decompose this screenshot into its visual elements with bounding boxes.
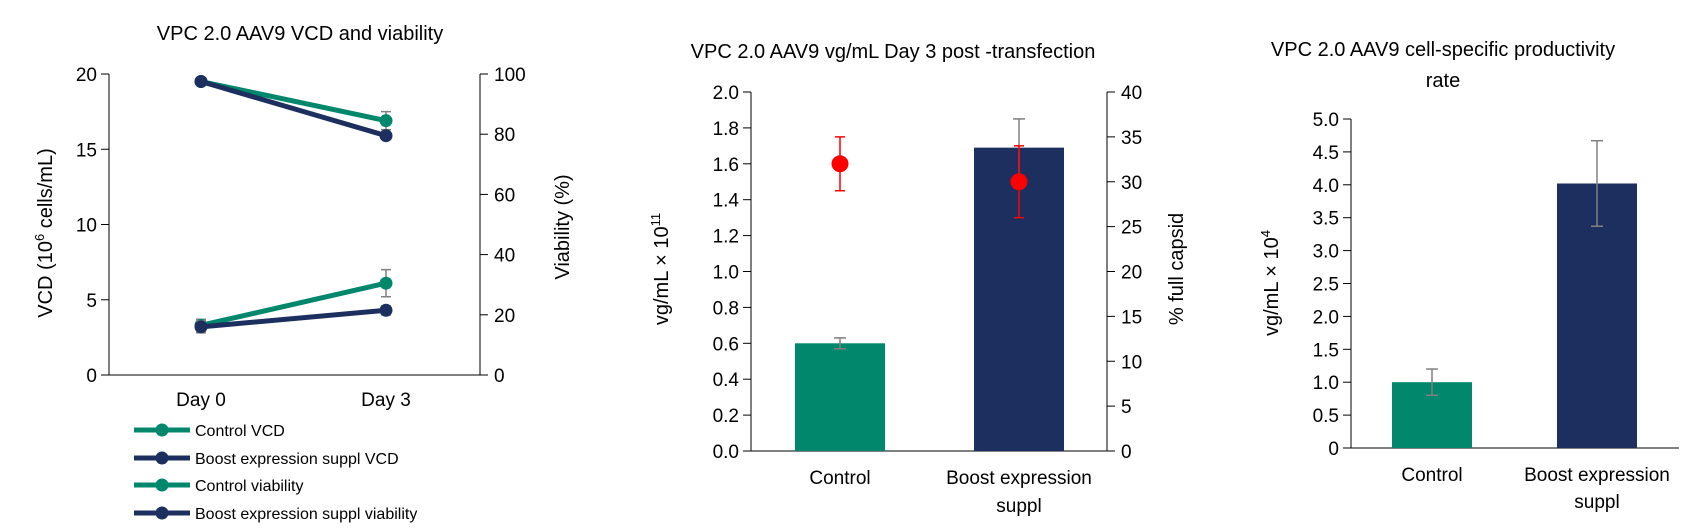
legend-swatch-marker xyxy=(155,451,169,465)
chart3-y-tick-label: 0 xyxy=(1328,439,1339,460)
chart2-y2label: % full capsid xyxy=(1166,213,1188,325)
chart2-y2-tick-label: 0 xyxy=(1121,442,1132,463)
chart2-y-tick-label: 0.2 xyxy=(713,406,739,427)
chart3-title-line2: rate xyxy=(1426,70,1460,92)
series-3-point xyxy=(379,129,393,143)
chart2-y-tick-label: 1.8 xyxy=(713,119,739,140)
chart3-y-tick-label: 3.5 xyxy=(1313,209,1339,230)
legend-swatch-marker xyxy=(155,423,169,437)
series-line-0 xyxy=(200,280,387,328)
series-0-point xyxy=(379,276,393,290)
legend-entry: Boost expression suppl VCD xyxy=(195,451,399,468)
chart-cell-specific-productivity: VPC 2.0 AAV9 cell-specific productivity … xyxy=(1258,39,1679,513)
series-1-point xyxy=(379,303,393,317)
chart3-y-tick-label: 4.0 xyxy=(1313,176,1339,197)
full-capsid-point xyxy=(831,155,849,173)
chart1-legend: Control VCD Boost expression suppl VCD Con… xyxy=(134,423,417,523)
series-3-point xyxy=(194,75,208,89)
chart1-x-tick-label: Day 3 xyxy=(361,390,411,411)
chart2-y2-tick-label: 25 xyxy=(1121,218,1142,239)
chart3-title-line1: VPC 2.0 AAV9 cell-specific productivity xyxy=(1271,39,1615,61)
series-2-point xyxy=(379,114,393,128)
chart1-y-tick-label: 15 xyxy=(76,140,97,161)
chart1-y2label: Viability (%) xyxy=(552,174,574,279)
series-1-point xyxy=(194,320,208,334)
chart3-x-tick-label: suppl xyxy=(1574,492,1619,513)
chart2-x-tick-label: suppl xyxy=(996,496,1041,517)
chart1-y-tick-label: 5 xyxy=(86,291,97,312)
chart1-series xyxy=(194,75,393,334)
chart3-x-tick-label: Boost expression xyxy=(1524,465,1670,486)
chart2-y-tick-label: 0.4 xyxy=(713,370,740,391)
chart1-y-tick-label: 10 xyxy=(76,216,97,237)
legend-entry: Boost expression suppl viability xyxy=(195,506,417,523)
chart3-y-tick-label: 2.0 xyxy=(1313,307,1339,328)
chart2-y2-tick-label: 10 xyxy=(1121,352,1142,373)
chart2-points xyxy=(831,136,1028,219)
chart2-y2-tick-label: 5 xyxy=(1121,397,1132,418)
chart1-y2-tick-label: 80 xyxy=(494,125,515,146)
chart2-y-tick-label: 0.0 xyxy=(713,442,739,463)
chart1-y2-tick-label: 100 xyxy=(494,65,526,86)
legend-entry: Control viability xyxy=(195,478,303,495)
chart2-y-tick-label: 2.0 xyxy=(713,83,739,104)
chart3-x-tick-label: Control xyxy=(1401,465,1462,486)
chart3-y-tick-label: 3.0 xyxy=(1313,242,1339,263)
chart2-y2-tick-label: 15 xyxy=(1121,307,1142,328)
chart2-y-tick-label: 1.4 xyxy=(713,191,740,212)
chart2-title: VPC 2.0 AAV9 vg/mL Day 3 post -transfect… xyxy=(691,41,1096,63)
chart3-y-tick-label: 1.5 xyxy=(1313,340,1339,361)
chart2-axes: 0.0 0.2 0.4 0.6 0.8 1.0 1.2 1.4 1.6 1.8 2.0 0 5 10 15 2… xyxy=(713,83,1143,517)
chart1-y-tick-label: 20 xyxy=(76,65,97,86)
chart-vcd-viability: VPC 2.0 AAV9 VCD and viability VCD (106 … xyxy=(32,23,574,523)
chart2-y-tick-label: 0.6 xyxy=(713,334,739,355)
chart3-y-tick-label: 2.5 xyxy=(1313,275,1339,296)
chart2-y-tick-label: 0.8 xyxy=(713,298,739,319)
chart1-y2-tick-label: 60 xyxy=(494,185,515,206)
chart1-x-tick-label: Day 0 xyxy=(176,390,226,411)
chart2-y-tick-label: 1.2 xyxy=(713,227,739,248)
legend-swatch-marker xyxy=(155,506,169,520)
chart3-bars xyxy=(1392,139,1637,448)
chart3-y-tick-label: 0.5 xyxy=(1313,406,1339,427)
chart2-y2-tick-label: 30 xyxy=(1121,173,1142,194)
chart1-ylabel: VCD (106 cells/mL) xyxy=(32,148,57,318)
chart1-y2-tick-label: 0 xyxy=(494,366,505,387)
chart1-title: VPC 2.0 AAV9 VCD and viability xyxy=(157,23,443,45)
chart2-x-tick-label: Boost expression xyxy=(946,468,1092,489)
legend-entry: Control VCD xyxy=(195,423,285,440)
series-line-3 xyxy=(200,79,387,139)
series-line-1 xyxy=(200,307,387,330)
chart2-y-tick-label: 1.0 xyxy=(713,263,739,284)
chart2-ylabel: vg/mL × 1011 xyxy=(648,213,673,325)
chart2-y2-tick-label: 40 xyxy=(1121,83,1142,104)
chart2-x-tick-label: Control xyxy=(809,468,870,489)
chart2-y2-tick-label: 20 xyxy=(1121,263,1142,284)
chart3-y-tick-label: 5.0 xyxy=(1313,110,1339,131)
chart3-ylabel: vg/mL × 104 xyxy=(1258,230,1283,336)
legend-swatch-marker xyxy=(155,478,169,492)
bar-1 xyxy=(1557,183,1637,448)
chart2-y-tick-label: 1.6 xyxy=(713,155,739,176)
chart1-axes: 0 5 10 15 20 0 20 40 60 80 100 Day 0 Day 3 xyxy=(76,65,526,411)
bar-0 xyxy=(795,343,885,451)
chart1-y-tick-label: 0 xyxy=(86,366,97,387)
chart3-y-tick-label: 1.0 xyxy=(1313,373,1339,394)
chart2-y2-tick-label: 35 xyxy=(1121,128,1142,149)
chart-vg-ml-day3: VPC 2.0 AAV9 vg/mL Day 3 post -transfect… xyxy=(648,41,1188,517)
full-capsid-point xyxy=(1010,173,1028,191)
chart1-y2-tick-label: 40 xyxy=(494,246,515,267)
chart1-y2-tick-label: 20 xyxy=(494,306,515,327)
chart3-y-tick-label: 4.5 xyxy=(1313,143,1339,164)
